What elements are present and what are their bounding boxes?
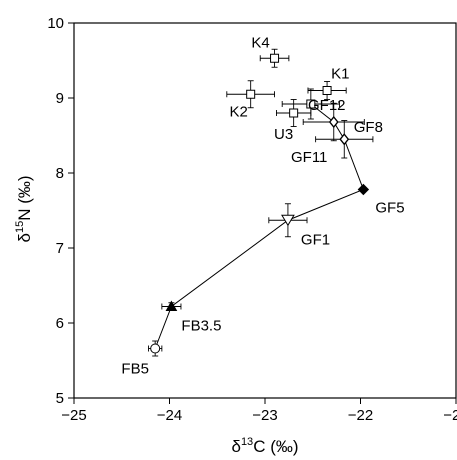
point-label-u3: U3: [274, 126, 293, 143]
x-tick-label: −23: [252, 407, 277, 424]
y-axis-title: δ15N (‰): [14, 175, 34, 242]
data-point-gf11: [339, 133, 350, 146]
data-point-gf8: [328, 115, 339, 129]
point-label-gf12: GF12: [308, 97, 346, 114]
x-axis-title: δ13C (‰): [231, 436, 298, 456]
x-tick-label: −22: [348, 407, 373, 424]
x-tick-label: −24: [157, 407, 182, 424]
point-label-k4: K4: [251, 34, 269, 51]
y-axis-title-sup: 15: [14, 221, 26, 233]
data-point-k2: [246, 89, 256, 99]
y-tick-label: 9: [56, 90, 64, 107]
y-tick-label: 5: [56, 390, 64, 407]
data-point-gf12: [306, 99, 316, 109]
x-axis-title-rest: C (‰): [253, 437, 298, 456]
y-axis-title-delta: δ: [15, 233, 34, 242]
point-label-k2: K2: [229, 103, 247, 120]
data-point-fb3-5: [165, 300, 178, 311]
data-point-gf5: [357, 183, 370, 196]
point-label-fb5: FB5: [121, 361, 149, 378]
y-tick-label: 10: [47, 15, 64, 32]
x-tick-label: −25: [61, 407, 86, 424]
data-point-k4: [270, 53, 280, 63]
point-label-gf5: GF5: [375, 200, 404, 217]
x-tick-label: −21: [443, 407, 457, 424]
point-label-gf8: GF8: [354, 119, 383, 136]
point-label-k1: K1: [331, 66, 349, 83]
y-tick-label: 6: [56, 315, 64, 332]
data-point-k1: [322, 86, 332, 95]
data-point-gf1: [281, 214, 295, 227]
y-tick-label: 8: [56, 165, 64, 182]
x-axis-title-sup: 13: [241, 436, 253, 448]
y-tick-label: 7: [56, 240, 64, 257]
data-point-u3: [289, 108, 299, 118]
data-point-fb5: [150, 343, 161, 354]
point-label-gf1: GF1: [301, 231, 330, 248]
x-axis-title-delta: δ: [231, 437, 240, 456]
plot-area: −25 −24 −23 −22 −21 5 6 7 8 9 10: [47, 15, 457, 424]
point-label-gf11: GF11: [291, 149, 327, 166]
data-marks: K4 K2 K1 GF12 U3 GF8 GF11 GF5 GF1 FB3.5 FB5: [121, 34, 404, 377]
point-label-fb3-5: FB3.5: [181, 318, 221, 335]
y-axis-title-rest: N (‰): [15, 175, 34, 220]
